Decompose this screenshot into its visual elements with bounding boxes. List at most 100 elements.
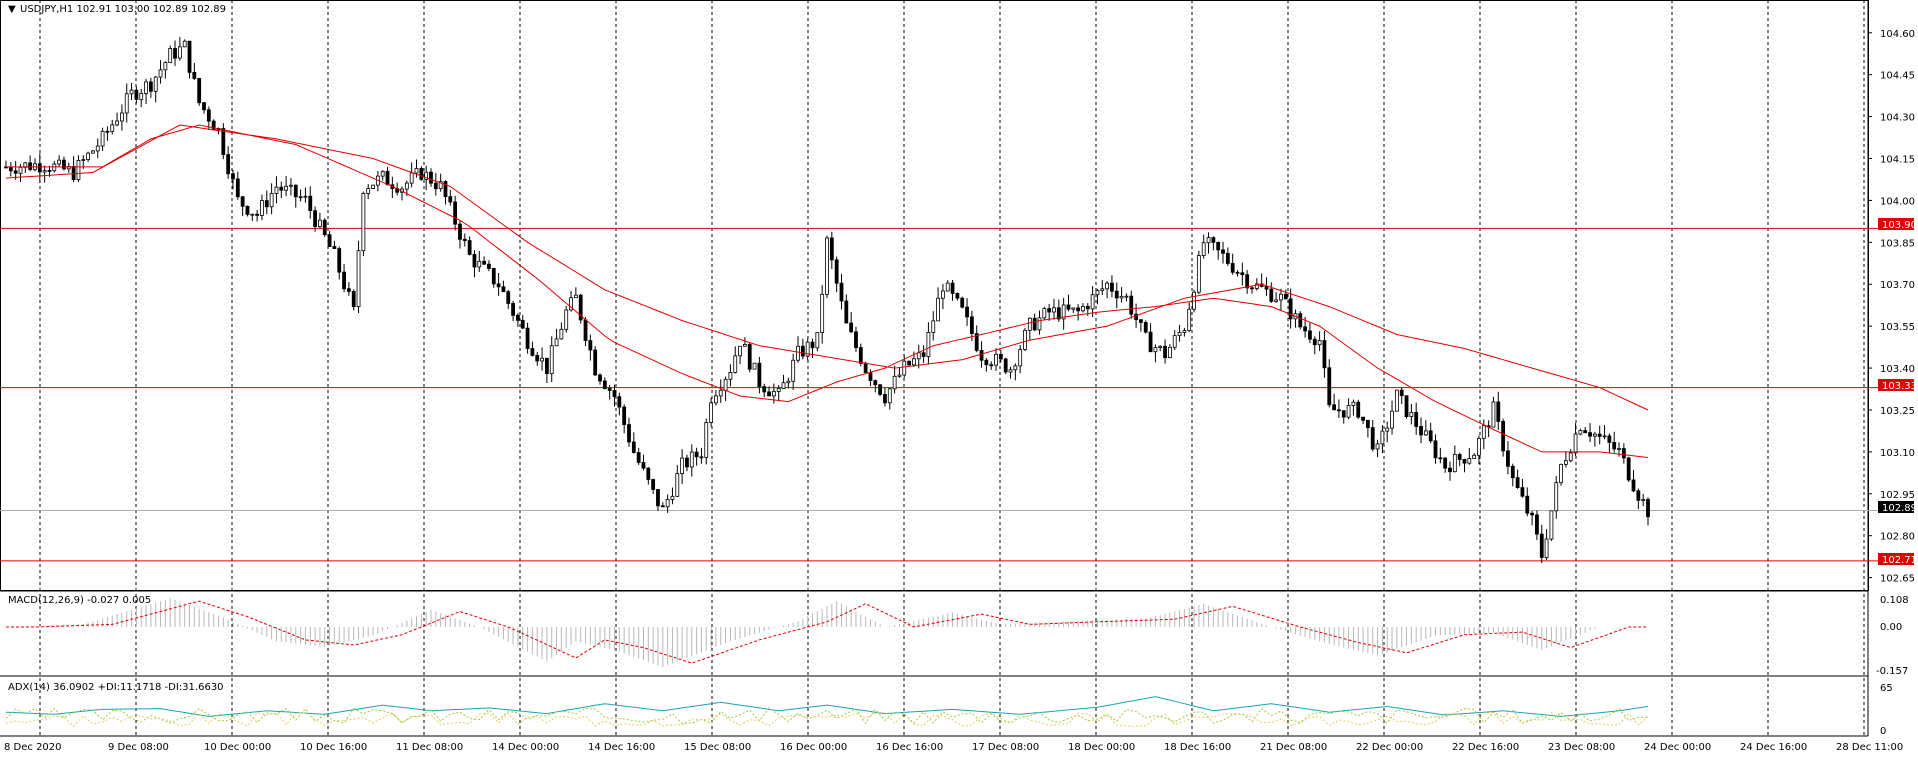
price-label: 103.70 [1880,280,1915,291]
candle [1254,278,1259,291]
candle [144,78,148,105]
candle [346,282,351,296]
candle-body [1182,330,1187,333]
candle [197,77,202,106]
candle [1119,287,1124,303]
candle [660,502,665,508]
candle [675,465,680,498]
candle [950,279,955,301]
candle [1506,441,1510,475]
candle-body [540,357,544,362]
candle [1081,303,1085,313]
candle [1564,451,1568,468]
candle [1636,488,1641,509]
candle [13,161,18,180]
candle [342,263,346,293]
candle [1027,317,1032,340]
candle [260,194,264,221]
candle-body [631,441,636,453]
candle-body [1452,453,1457,473]
candle-body [1129,295,1134,315]
candle-body [1636,490,1641,501]
candle [709,397,713,427]
candle-body [738,345,742,357]
candle [762,383,767,398]
candle [298,189,303,202]
candle [1071,307,1076,314]
candle [308,186,313,219]
candle [646,466,651,485]
candle [1520,478,1525,498]
candle [1423,420,1428,436]
candle-body [42,170,47,173]
candle [525,322,530,354]
candle-body [1032,317,1037,331]
candle-body [327,234,332,247]
candle [429,168,433,187]
candle [1346,398,1351,420]
dropdown-arrow-icon[interactable]: ▼ [8,4,16,15]
candle [105,126,110,141]
candle [1066,294,1071,312]
candle [849,311,854,334]
candle-body [1124,295,1129,298]
candle [1288,288,1293,329]
candle [1370,420,1375,452]
candle [1549,510,1554,541]
macd-scale-zero: 0.00 [1880,622,1902,633]
candle-body [1568,452,1573,462]
candle-body [1076,307,1081,312]
candle-body [921,352,926,357]
price-label: 104.60 [1880,29,1915,40]
candle-body [1312,338,1317,346]
candle-body [878,384,883,395]
candle-body [100,130,105,147]
candle [617,392,622,416]
candle [704,418,709,465]
price-label: 102.95 [1880,490,1915,501]
candle-body [1114,290,1119,299]
candle-body [414,168,419,174]
candle [245,205,250,217]
candle-body [346,288,351,292]
candle [1452,445,1457,473]
candle-body [482,260,487,265]
candle-body [76,160,81,180]
candle [685,454,689,472]
candle-body [854,331,858,349]
candle [1158,345,1163,352]
candle [1279,288,1283,311]
candle-body [1052,307,1056,313]
candle-body [197,78,202,104]
candle-body [1279,293,1283,301]
candle [1317,331,1322,352]
candle-body [771,391,776,397]
candle [1230,253,1235,275]
candle-body [71,166,76,180]
candle-body [805,341,810,357]
time-label: 21 Dec 08:00 [1260,742,1327,753]
candle [361,191,366,257]
candle-body [356,250,361,308]
candle [825,235,829,299]
candle-body [931,320,936,333]
time-label: 8 Dec 2020 [4,742,62,753]
candle [718,379,723,403]
candle-body [1351,401,1356,406]
candle [1293,309,1298,328]
candle-body [704,422,709,458]
candle-body [1631,479,1636,492]
macd-scale-bottom: -0.157 [1876,666,1908,677]
candle-body [858,347,863,364]
candle [1196,250,1201,295]
candle [482,256,487,266]
candle-body [979,349,984,361]
candle [1496,391,1501,430]
candle-body [1467,458,1472,464]
candle [332,240,337,249]
candle-body [752,362,757,370]
candle [496,272,501,296]
candle-body [791,359,796,382]
candle-body [245,205,250,215]
candle [1095,288,1100,305]
